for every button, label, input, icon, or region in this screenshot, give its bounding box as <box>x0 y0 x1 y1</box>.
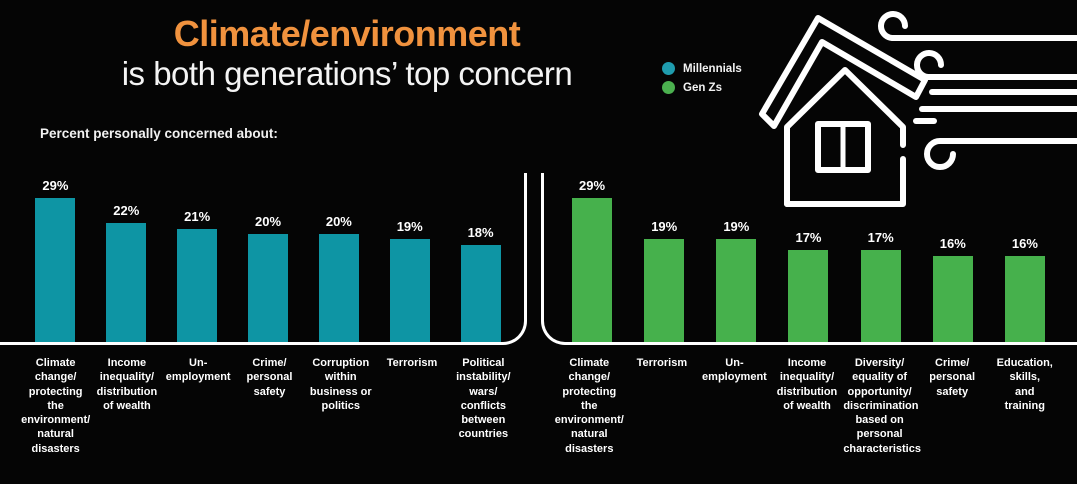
bar-column: 29% <box>556 178 628 342</box>
bar-value-label: 17% <box>867 230 894 245</box>
category-label: Education, skills, and training <box>996 357 1053 412</box>
bar-column: 18% <box>445 225 516 342</box>
legend-item-millennials: Millennials <box>662 62 742 75</box>
bar-value-label: 17% <box>795 230 822 245</box>
house-body <box>784 67 906 207</box>
genzs-chart-panel: 29% 19% 19% 17% 17% 16% 16% <box>541 173 1077 345</box>
bar <box>460 245 501 342</box>
bar <box>389 239 430 342</box>
bar-column: 17% <box>772 230 844 342</box>
bar-value-label: 22% <box>113 203 140 218</box>
millennials-plot-area: 29% 22% 21% 20% 20% 19% 18% <box>0 173 524 342</box>
bar <box>932 256 973 342</box>
bar <box>35 198 76 342</box>
category-label: Terrorism <box>386 357 438 369</box>
house-in-windstorm-icon <box>759 11 1077 207</box>
bar-column: 19% <box>628 219 700 342</box>
category-label: Income inequality/ distribution of wealt… <box>776 357 838 412</box>
genzs-plot-area: 29% 19% 19% 17% 17% 16% 16% <box>544 173 1077 342</box>
category-label: Income inequality/ distribution of wealt… <box>96 357 158 412</box>
bar <box>644 239 685 342</box>
category-label: Political instability/ wars/ conflicts b… <box>456 357 511 441</box>
bar <box>788 250 829 342</box>
house-body-lower <box>784 156 906 207</box>
bar <box>860 250 901 342</box>
legend-label: Gen Zs <box>683 81 722 94</box>
bar <box>177 229 218 342</box>
bar <box>1004 256 1045 342</box>
category-label: Crime/ personal safety <box>246 357 293 398</box>
bar-column: 19% <box>374 219 445 342</box>
category-label: Climate change/ protecting the environme… <box>554 357 624 455</box>
category-label: Terrorism <box>636 357 688 369</box>
chart-subtitle: Percent personally concerned about: <box>40 126 278 141</box>
legend-label: Millennials <box>683 62 742 75</box>
bar <box>248 234 288 342</box>
bar-column: 21% <box>162 209 233 342</box>
bar-value-label: 19% <box>651 219 678 234</box>
bar-column: 20% <box>233 214 304 342</box>
bar-column: 17% <box>845 230 917 342</box>
bar-value-label: 29% <box>42 178 69 193</box>
category-label: Crime/ personal safety <box>929 357 976 398</box>
legend-item-genzs: Gen Zs <box>662 81 742 94</box>
genzs-category-labels: Climate change/ protecting the environme… <box>541 356 1077 456</box>
wind-line-curl-1 <box>878 11 1077 41</box>
bar-value-label: 18% <box>467 225 494 240</box>
title-accent-line: Climate/environment <box>173 13 521 54</box>
bar-value-label: 19% <box>396 219 423 234</box>
bar <box>106 223 147 342</box>
bar-value-label: 16% <box>939 236 966 251</box>
bar-column: 16% <box>989 236 1061 342</box>
bar-value-label: 29% <box>579 178 606 193</box>
bar-column: 20% <box>303 214 374 342</box>
bar-value-label: 21% <box>184 209 211 224</box>
category-label: Un- employment <box>165 357 231 384</box>
wind-line-curl-2 <box>914 50 1077 80</box>
bar-column: 19% <box>700 219 772 342</box>
millennials-chart-panel: 29% 22% 21% 20% 20% 19% 18% <box>0 173 527 345</box>
bar <box>318 234 359 342</box>
bar <box>716 239 757 342</box>
page-title: Climate/environment is both generations’… <box>40 14 654 93</box>
category-label: Diversity/ equality of opportunity/ disc… <box>843 357 921 455</box>
title-sub-line: is both generations’ top concern <box>121 54 573 92</box>
category-label: Climate change/ protecting the environme… <box>21 357 91 455</box>
legend: Millennials Gen Zs <box>662 62 742 100</box>
bar-value-label: 20% <box>325 214 352 229</box>
bar-column: 29% <box>20 178 91 342</box>
bar-value-label: 20% <box>254 214 282 229</box>
bar-value-label: 19% <box>723 219 750 234</box>
millennials-category-labels: Climate change/ protecting the environme… <box>0 356 527 456</box>
category-label: Un- employment <box>702 357 767 384</box>
millennials-legend-dot-icon <box>662 62 675 75</box>
category-label: Corruption within business or politics <box>309 357 372 412</box>
bar-column: 16% <box>917 236 989 342</box>
house-roof <box>759 15 928 129</box>
bar <box>572 198 613 342</box>
bar-column: 22% <box>91 203 162 342</box>
wind-line-curl-6 <box>924 138 1077 170</box>
genzs-legend-dot-icon <box>662 81 675 94</box>
bar-value-label: 16% <box>1011 236 1038 251</box>
